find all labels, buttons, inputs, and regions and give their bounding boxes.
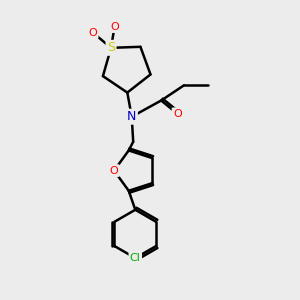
Text: N: N	[127, 110, 136, 123]
Text: S: S	[107, 41, 115, 54]
Text: O: O	[88, 28, 97, 38]
Text: O: O	[173, 109, 182, 119]
Text: O: O	[110, 166, 118, 176]
Text: O: O	[110, 22, 119, 32]
Text: Cl: Cl	[130, 253, 141, 263]
